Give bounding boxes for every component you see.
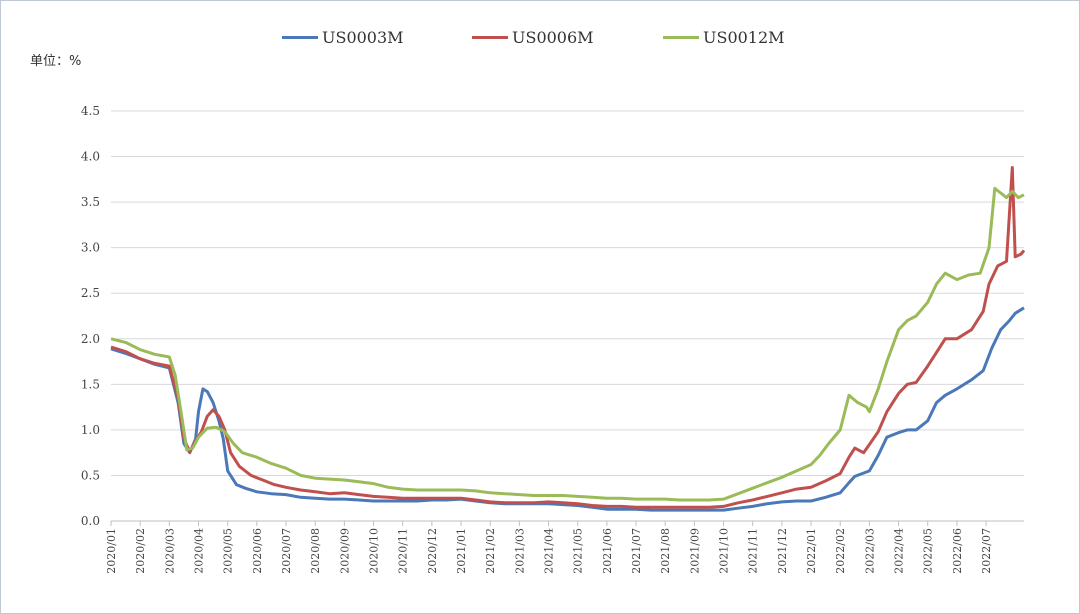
x-tick-label: 2022/06 xyxy=(951,528,964,574)
series-line-us0012m xyxy=(110,186,1025,502)
x-tick-label: 2021/10 xyxy=(718,528,731,574)
x-tick-label: 2020/10 xyxy=(368,528,381,574)
x-tick-label: 2020/02 xyxy=(134,528,147,574)
y-tick-label: 2.0 xyxy=(81,332,100,346)
legend-swatch-us0003m xyxy=(282,35,318,39)
x-tick-label: 2021/06 xyxy=(601,528,614,574)
x-tick-label: 2021/12 xyxy=(776,528,789,574)
y-tick-label: 3.5 xyxy=(81,195,100,209)
y-tick-label: 0.5 xyxy=(81,468,100,482)
y-tick-label: 2.5 xyxy=(81,286,100,300)
x-tick-label: 2020/07 xyxy=(280,528,293,574)
x-tick-label: 2020/05 xyxy=(222,528,235,574)
x-tick-label: 2022/01 xyxy=(805,528,818,574)
y-tick-label: 4.0 xyxy=(81,150,100,164)
legend-swatch-us0006m xyxy=(472,35,508,39)
y-tick-label: 1.0 xyxy=(81,423,100,437)
series-lines xyxy=(110,166,1026,512)
x-tick-label: 2022/02 xyxy=(834,528,847,574)
legend-item-us0003m: US0003M xyxy=(282,26,404,48)
legend: US0003M US0006M US0012M xyxy=(0,26,1080,48)
y-tick-label: 4.5 xyxy=(81,104,100,118)
x-tick-label: 2022/03 xyxy=(863,528,876,574)
legend-label-us0006m: US0006M xyxy=(512,27,594,47)
series-line-us0003m xyxy=(110,306,1025,512)
x-tick-label: 2021/07 xyxy=(630,528,643,574)
x-tick-label: 2021/02 xyxy=(484,528,497,574)
gridlines xyxy=(111,110,1024,476)
x-tick-label: 2020/01 xyxy=(105,528,118,574)
x-tick-label: 2021/08 xyxy=(659,528,672,574)
legend-label-us0003m: US0003M xyxy=(322,27,404,47)
x-tick-label: 2020/09 xyxy=(338,528,351,574)
x-tick-label: 2022/05 xyxy=(922,528,935,574)
legend-label-us0012m: US0012M xyxy=(703,27,785,47)
legend-item-us0006m: US0006M xyxy=(472,26,594,48)
x-tick-label: 2020/11 xyxy=(397,528,410,574)
legend-swatch-us0012m xyxy=(663,35,699,39)
y-tick-label: 1.5 xyxy=(81,377,100,391)
x-axis-ticks: 2020/01 2020/02 2020/03 2020/04 2020/05 2020/… xyxy=(105,521,993,574)
x-tick-label: 2021/05 xyxy=(572,528,585,574)
x-tick-label: 2021/09 xyxy=(688,528,701,574)
y-tick-label: 0.0 xyxy=(81,514,100,528)
x-tick-label: 2021/01 xyxy=(455,528,468,574)
x-tick-label: 2020/12 xyxy=(426,528,439,574)
x-tick-label: 2020/03 xyxy=(163,528,176,574)
x-tick-label: 2021/03 xyxy=(513,528,526,574)
unit-label: 单位：% xyxy=(30,54,82,69)
y-axis-ticks: 0.0 0.5 1.0 1.5 2.0 2.5 3.0 3.5 4.0 4.5 xyxy=(81,104,100,528)
x-tick-label: 2022/07 xyxy=(980,528,993,574)
x-tick-label: 2022/04 xyxy=(893,528,906,574)
x-tick-label: 2021/11 xyxy=(747,528,760,574)
x-tick-label: 2020/08 xyxy=(309,528,322,574)
x-tick-label: 2021/04 xyxy=(543,528,556,574)
x-tick-label: 2020/04 xyxy=(193,528,206,574)
series-line-us0006m xyxy=(110,166,1026,509)
x-tick-label: 2020/06 xyxy=(251,528,264,574)
legend-item-us0012m: US0012M xyxy=(663,26,785,48)
y-tick-label: 3.0 xyxy=(81,241,100,255)
